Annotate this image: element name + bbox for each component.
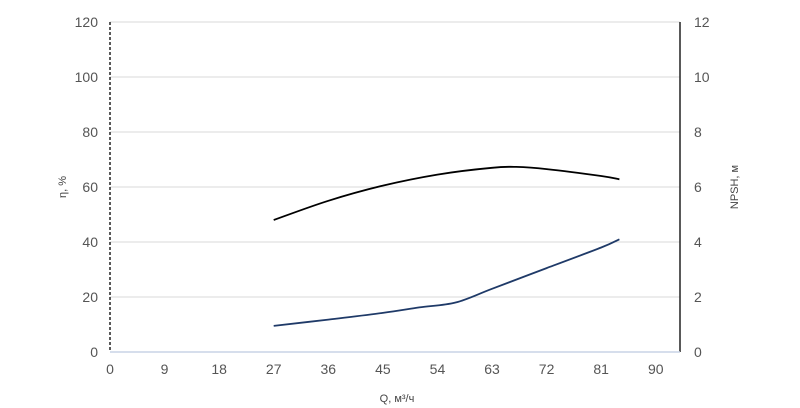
y-tick-right: 8 bbox=[694, 124, 702, 140]
series-layer bbox=[273, 165, 620, 327]
y-tick-left: 80 bbox=[82, 124, 98, 140]
x-tick: 90 bbox=[648, 361, 664, 377]
x-tick: 18 bbox=[211, 361, 227, 377]
y-tick-left: 100 bbox=[75, 69, 99, 85]
grid-lines bbox=[110, 21, 680, 298]
y-axis-title-right: NPSH, м bbox=[729, 165, 741, 209]
y-tick-right: 2 bbox=[694, 289, 702, 305]
y-tick-left: 120 bbox=[75, 14, 99, 30]
efficiency-series-line bbox=[273, 165, 620, 221]
y-tick-left: 60 bbox=[82, 179, 98, 195]
y-tick-right: 4 bbox=[694, 234, 702, 250]
x-tick: 27 bbox=[266, 361, 282, 377]
y-tick-right: 6 bbox=[694, 179, 702, 195]
x-tick: 9 bbox=[161, 361, 169, 377]
y-tick-right: 10 bbox=[694, 69, 710, 85]
x-axis-title: Q, м³/ч bbox=[380, 393, 415, 405]
y-tick-left: 0 bbox=[90, 344, 98, 360]
x-tick: 54 bbox=[430, 361, 446, 377]
x-tick: 81 bbox=[593, 361, 609, 377]
y-tick-left: 40 bbox=[82, 234, 98, 250]
npsh-series-line bbox=[273, 238, 620, 327]
x-tick: 0 bbox=[106, 361, 114, 377]
y-tick-left: 20 bbox=[82, 289, 98, 305]
y-tick-right: 12 bbox=[694, 14, 710, 30]
x-tick: 63 bbox=[484, 361, 500, 377]
y-tick-right: 0 bbox=[694, 344, 702, 360]
x-tick: 45 bbox=[375, 361, 391, 377]
x-tick: 36 bbox=[321, 361, 337, 377]
axes bbox=[109, 22, 681, 353]
x-tick: 72 bbox=[539, 361, 555, 377]
y-axis-title-left: η, % bbox=[57, 176, 69, 198]
